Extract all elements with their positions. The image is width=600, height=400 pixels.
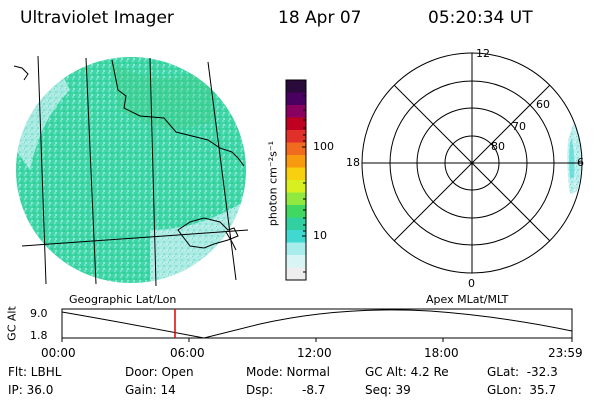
info-filter: Flt: LBHL bbox=[8, 365, 62, 379]
colorbar-ticks bbox=[302, 95, 306, 273]
colorbar-tick-10: 10 bbox=[313, 229, 327, 242]
info-gc-alt: GC Alt: 4.2 Re bbox=[365, 365, 449, 379]
info-gain: Gain: 14 bbox=[125, 383, 176, 397]
altitude-ytick-low: 1.8 bbox=[30, 329, 48, 342]
altitude-xtick-0000: 00:00 bbox=[41, 346, 76, 360]
info-ip: IP: 36.0 bbox=[8, 383, 54, 397]
time-label: 05:20:34 UT bbox=[428, 8, 533, 28]
colorbar-band bbox=[286, 267, 306, 281]
colorbar-band bbox=[286, 105, 306, 118]
polar-label-70: 70 bbox=[512, 120, 526, 133]
polar-label-0: 0 bbox=[468, 277, 475, 290]
uv-image-disk bbox=[16, 57, 246, 283]
colorbar-band bbox=[286, 230, 306, 243]
polar-grid bbox=[361, 52, 583, 274]
colorbar-unit-label: photon cm⁻²s⁻¹ bbox=[266, 140, 280, 227]
info-door: Door: Open bbox=[125, 365, 194, 379]
info-glon: GLon: 35.7 bbox=[487, 383, 557, 397]
colorbar-band bbox=[286, 130, 306, 143]
date-label: 18 Apr 07 bbox=[278, 8, 362, 28]
colorbar-band bbox=[286, 92, 306, 106]
colorbar-frame bbox=[285, 79, 307, 281]
colorbar-band bbox=[286, 192, 306, 206]
info-seq: Seq: 39 bbox=[365, 383, 411, 397]
info-glat: GLat: -32.3 bbox=[487, 365, 558, 379]
colorbar-band bbox=[286, 217, 306, 231]
geo-grid-lines bbox=[13, 55, 249, 287]
colorbar-band bbox=[286, 205, 306, 218]
instrument-title: Ultraviolet Imager bbox=[20, 8, 174, 28]
geographic-projection-label: Geographic Lat/Lon bbox=[69, 293, 177, 306]
colorbar-tick-100: 100 bbox=[313, 140, 334, 153]
info-dsp-value: -8.7 bbox=[302, 383, 326, 397]
info-dsp-label: Dsp: bbox=[246, 383, 274, 397]
colorbar-band bbox=[286, 80, 306, 93]
altitude-curve bbox=[61, 309, 573, 339]
apex-projection-label: Apex MLat/MLT bbox=[426, 293, 509, 306]
polar-auroral-image bbox=[567, 122, 582, 194]
altitude-xtick-1800: 18:00 bbox=[424, 346, 459, 360]
colorbar-band bbox=[286, 167, 306, 181]
polar-label-12: 12 bbox=[476, 47, 490, 60]
altitude-ylabel: GC Alt bbox=[5, 306, 19, 341]
altitude-ytick-high: 9.0 bbox=[30, 307, 48, 320]
altitude-xtick-2359: 23:59 bbox=[548, 346, 583, 360]
polar-label-80: 80 bbox=[491, 140, 505, 153]
colorbar-band bbox=[286, 142, 306, 156]
altitude-plot bbox=[61, 308, 573, 342]
colorbar-band bbox=[286, 180, 306, 193]
altitude-plot-frame bbox=[61, 308, 573, 339]
colorbar-band bbox=[286, 242, 306, 256]
colorbar-band bbox=[286, 155, 306, 168]
polar-label-18: 18 bbox=[346, 156, 360, 169]
info-mode: Mode: Normal bbox=[246, 365, 330, 379]
colorbar-band bbox=[286, 117, 306, 131]
colorbar bbox=[285, 79, 307, 281]
altitude-xtick-1200: 12:00 bbox=[297, 346, 332, 360]
altitude-xtick-0600: 06:00 bbox=[170, 346, 205, 360]
polar-label-6: 6 bbox=[577, 156, 584, 169]
colorbar-band bbox=[286, 255, 306, 268]
polar-label-60: 60 bbox=[536, 98, 550, 111]
